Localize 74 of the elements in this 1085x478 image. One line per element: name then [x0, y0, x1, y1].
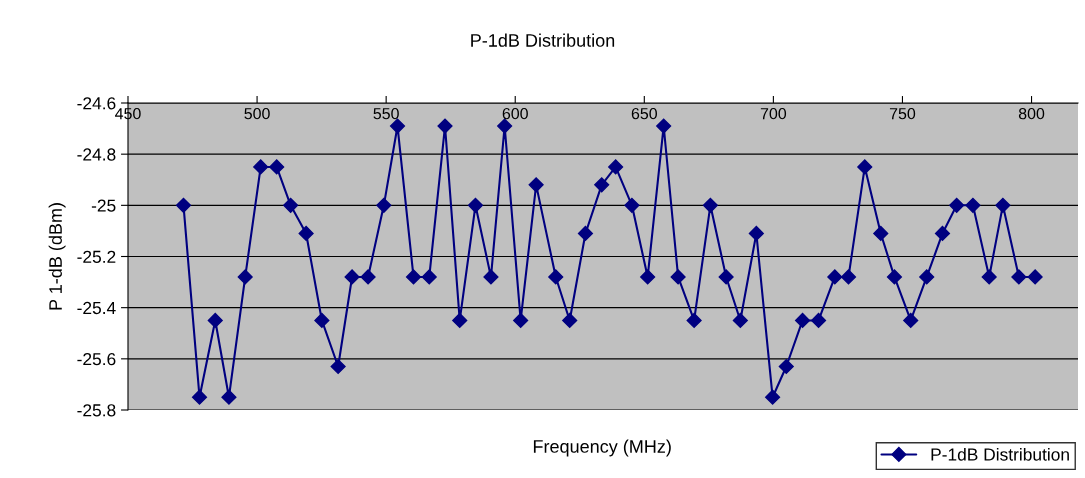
point	[686, 312, 702, 329]
point	[452, 312, 468, 329]
point	[191, 389, 208, 405]
point	[995, 197, 1011, 213]
point	[702, 197, 718, 213]
point	[237, 269, 253, 285]
point	[360, 269, 376, 285]
point	[827, 269, 843, 285]
y-tick-label: -25.6	[77, 353, 116, 366]
point	[718, 269, 734, 285]
point	[949, 197, 965, 213]
x-axis-title: Frequency (MHz)	[533, 439, 671, 457]
point	[207, 312, 223, 329]
x-tick-label: 700	[760, 107, 787, 120]
point	[269, 159, 285, 175]
point	[314, 312, 330, 329]
y-axis-title: P 1-dB (dBm)	[48, 203, 66, 310]
y-tick-label: -25.2	[77, 250, 116, 263]
point	[903, 312, 919, 329]
point	[221, 389, 237, 405]
point	[528, 177, 544, 193]
legend-label: P-1dB Distribution	[931, 447, 1069, 461]
point	[421, 269, 437, 285]
point	[934, 225, 951, 242]
point	[840, 269, 857, 285]
point	[965, 197, 981, 213]
point	[497, 118, 513, 134]
point	[376, 197, 392, 213]
x-tick-label: 550	[373, 107, 399, 120]
point	[778, 358, 794, 375]
x-tick-label: 500	[244, 107, 270, 120]
point	[405, 269, 422, 285]
point	[330, 358, 346, 375]
point	[765, 389, 781, 405]
point	[919, 269, 935, 285]
point	[670, 269, 686, 285]
point	[748, 225, 764, 242]
point	[1027, 269, 1043, 285]
point	[562, 312, 578, 329]
y-tick-label: -25.4	[77, 301, 116, 315]
y-tick-label: -24.6	[77, 97, 116, 110]
point	[608, 159, 624, 175]
point	[483, 269, 499, 285]
point	[389, 118, 406, 134]
point	[253, 159, 269, 175]
chart-title: P-1dB Distribution	[471, 33, 615, 47]
point	[513, 312, 529, 329]
y-tick-label: -25.8	[77, 404, 116, 417]
point	[656, 118, 672, 134]
point	[548, 269, 564, 285]
point	[640, 269, 656, 285]
point	[344, 269, 360, 285]
x-tick-label: 600	[502, 107, 528, 120]
x-tick-label: 800	[1018, 107, 1045, 120]
point	[175, 197, 192, 213]
point	[873, 225, 889, 242]
point	[437, 118, 453, 134]
point	[467, 197, 484, 213]
y-tick-label: -24.8	[77, 148, 116, 161]
point	[886, 269, 903, 285]
point	[732, 312, 748, 329]
point	[624, 197, 640, 213]
x-tick-label: 650	[631, 107, 658, 120]
x-tick-label: 750	[889, 107, 916, 120]
y-tick-label: -25	[91, 199, 116, 212]
point	[857, 159, 873, 175]
point	[283, 197, 299, 213]
point	[1011, 269, 1027, 285]
point	[794, 312, 811, 329]
point	[298, 225, 314, 242]
point	[810, 312, 827, 329]
point	[594, 177, 610, 193]
point	[981, 269, 997, 285]
point	[577, 225, 594, 242]
